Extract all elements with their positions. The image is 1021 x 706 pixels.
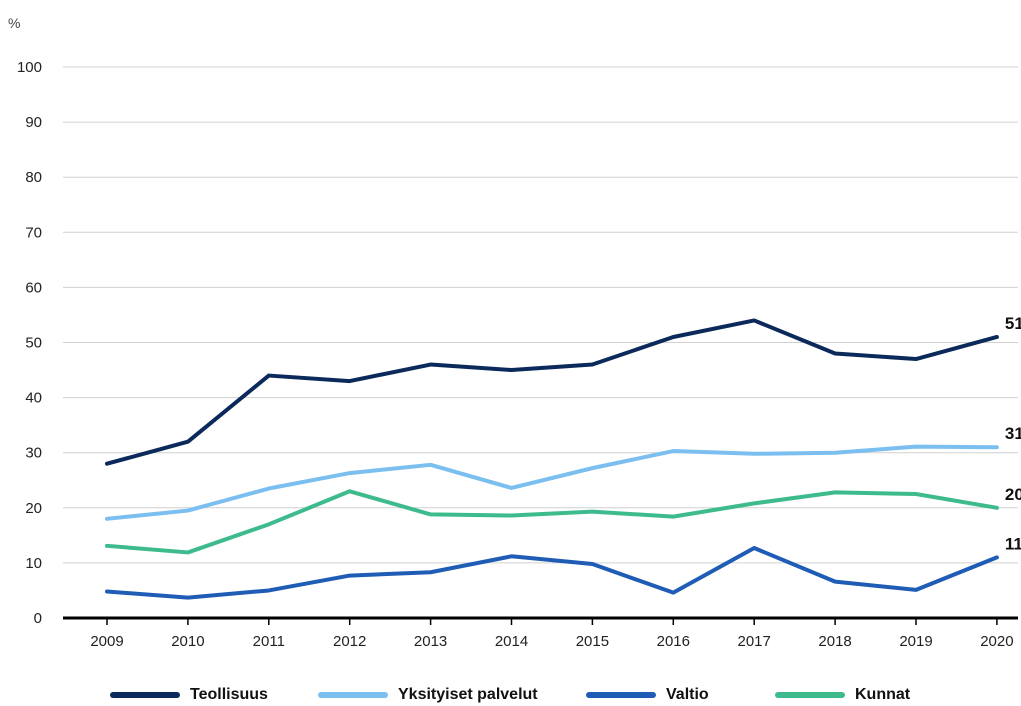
- legend-label: Yksityiset palvelut: [398, 686, 538, 703]
- end-label-valtio: 11: [1005, 534, 1021, 553]
- legend-label: Kunnat: [855, 686, 911, 703]
- legend-item: Yksityiset palvelut: [318, 684, 538, 706]
- x-tick-label: 2016: [657, 633, 690, 650]
- y-tick-label: 60: [25, 279, 42, 296]
- legend-swatch: [318, 692, 388, 698]
- y-axis-ticks: 0 10 20 30 40 50 60 70 80 90 100: [17, 59, 42, 627]
- legend-item: Valtio: [586, 684, 709, 706]
- legend-item: Teollisuus: [110, 684, 268, 706]
- x-tick-label: 2012: [333, 633, 366, 650]
- y-tick-label: 70: [25, 224, 42, 241]
- end-labels: 51 31 11 20: [1005, 314, 1021, 553]
- legend-item: Kunnat: [775, 684, 910, 706]
- end-label-yksityiset-palvelut: 31: [1005, 424, 1021, 443]
- x-tick-label: 2013: [414, 633, 447, 650]
- end-label-teollisuus: 51: [1005, 314, 1021, 333]
- y-tick-label: 20: [25, 500, 42, 517]
- legend-label: Valtio: [666, 686, 709, 703]
- y-tick-label: 50: [25, 335, 42, 352]
- x-axis-ticks: 2009 2010 2011 2012 2013 2014 2015 2016 2017 2018…: [90, 618, 1014, 650]
- x-tick-label: 2017: [738, 633, 771, 650]
- y-tick-label: 0: [34, 610, 42, 627]
- x-tick-label: 2019: [899, 633, 932, 650]
- y-tick-label: 80: [25, 169, 42, 186]
- x-tick-label: 2009: [90, 633, 123, 650]
- x-tick-label: 2010: [171, 633, 204, 650]
- x-tick-label: 2011: [253, 633, 285, 650]
- y-tick-label: 10: [25, 555, 42, 572]
- legend-swatch: [586, 692, 656, 698]
- legend-swatch: [110, 692, 180, 698]
- legend-swatch: [775, 692, 845, 698]
- x-tick-label: 2015: [576, 633, 609, 650]
- x-tick-label: 2018: [818, 633, 851, 650]
- y-tick-label: 100: [17, 59, 42, 76]
- y-tick-label: 90: [25, 114, 42, 131]
- x-tick-label: 2014: [495, 633, 528, 650]
- series-line-valtio: [105, 546, 999, 600]
- legend: Teollisuus Yksityiset palvelut Valtio Kunna…: [0, 684, 1021, 706]
- y-axis-unit: %: [8, 15, 20, 31]
- series-line-yksityiset-palvelut: [105, 444, 999, 521]
- series-line-kunnat: [105, 489, 999, 555]
- y-tick-label: 40: [25, 390, 42, 407]
- series-line-teollisuus: [105, 318, 999, 466]
- end-label-kunnat: 20: [1005, 485, 1021, 504]
- series-lines: [105, 318, 999, 600]
- legend-label: Teollisuus: [190, 686, 268, 703]
- gridlines: [63, 66, 1018, 564]
- y-tick-label: 30: [25, 445, 42, 462]
- x-tick-label: 2020: [980, 633, 1013, 650]
